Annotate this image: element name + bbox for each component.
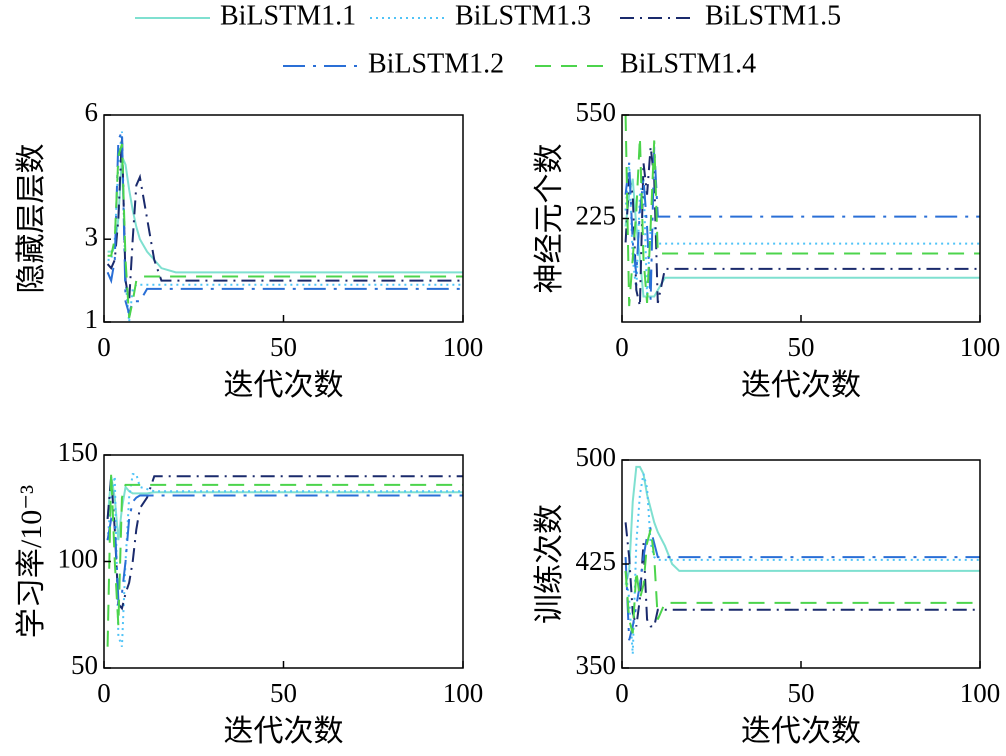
- series-line: [624, 114, 980, 307]
- x-axis-label: 迭代次数: [741, 369, 861, 402]
- series-line: [624, 146, 980, 307]
- x-tick-label: 50: [270, 678, 297, 708]
- y-tick-label: 100: [58, 544, 99, 574]
- series-line: [107, 156, 463, 274]
- legend-label: BiLSTM1.1: [220, 0, 356, 31]
- x-tick-label: 0: [97, 332, 111, 362]
- series-line: [106, 131, 463, 318]
- series-line: [624, 522, 980, 628]
- x-tick-label: 0: [615, 332, 629, 362]
- y-tick-label: 3: [85, 221, 99, 251]
- y-tick-label: 1: [85, 304, 99, 334]
- x-tick-label: 50: [788, 332, 815, 362]
- legend-label: BiLSTM1.3: [455, 0, 591, 31]
- series-line: [106, 494, 463, 604]
- y-tick-label: 6: [85, 97, 99, 127]
- y-tick-label: 150: [58, 437, 99, 467]
- series-line: [107, 131, 463, 323]
- x-tick-label: 0: [97, 678, 111, 708]
- series-line: [624, 178, 980, 298]
- series-line: [624, 162, 980, 297]
- y-axis-label: 学习率/10⁻³: [15, 485, 48, 638]
- series-line: [624, 473, 980, 655]
- legend-label: BiLSTM1.4: [620, 48, 756, 79]
- series-line: [624, 465, 980, 586]
- series-line: [624, 146, 980, 300]
- x-tick-label: 100: [960, 678, 1001, 708]
- plot-frame: [103, 454, 464, 669]
- x-axis-label: 迭代次数: [741, 715, 861, 748]
- y-tick-label: 225: [576, 201, 617, 231]
- y-axis-label: 神经元个数: [533, 144, 566, 294]
- legend-label: BiLSTM1.2: [368, 48, 504, 79]
- series-line: [106, 471, 463, 647]
- y-tick-label: 350: [576, 650, 617, 680]
- x-tick-label: 0: [615, 678, 629, 708]
- y-tick-label: 500: [576, 442, 617, 472]
- legend-label: BiLSTM1.5: [705, 0, 841, 31]
- x-tick-label: 50: [788, 678, 815, 708]
- y-tick-label: 425: [576, 546, 617, 576]
- plot-frame: [103, 114, 464, 323]
- x-axis-label: 迭代次数: [224, 369, 344, 402]
- x-tick-label: 50: [270, 332, 297, 362]
- y-tick-label: 550: [576, 97, 617, 127]
- series-line: [106, 473, 463, 648]
- y-axis-label: 隐藏层层数: [15, 144, 48, 294]
- y-axis-label: 训练次数: [533, 504, 566, 624]
- series-line: [624, 526, 980, 641]
- series-line: [624, 529, 980, 634]
- plot-frame: [621, 459, 981, 669]
- x-axis-label: 迭代次数: [224, 715, 344, 748]
- series-line: [106, 476, 463, 541]
- series-line: [107, 143, 463, 319]
- plot-frame: [621, 114, 981, 323]
- x-tick-label: 100: [443, 678, 484, 708]
- x-tick-label: 100: [960, 332, 1001, 362]
- y-tick-label: 50: [71, 650, 98, 680]
- x-tick-label: 100: [443, 332, 484, 362]
